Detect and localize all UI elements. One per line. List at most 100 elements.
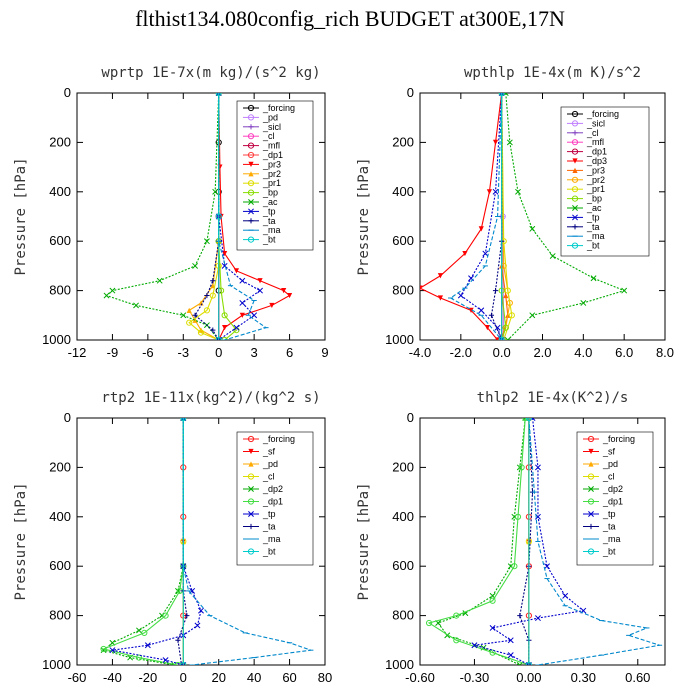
legend-marker [248, 523, 254, 530]
x-tick-label: -3 [178, 345, 190, 360]
x-tick-label: 2.0 [533, 345, 551, 360]
data-point [221, 262, 228, 269]
legend-label: _bp [586, 194, 602, 204]
y-tick-label: 200 [392, 134, 414, 149]
series-line [188, 93, 220, 340]
data-point [484, 325, 490, 331]
data-point [103, 292, 110, 299]
data-point [457, 292, 464, 299]
legend-marker [247, 189, 255, 196]
y-tick-label: 800 [392, 283, 414, 298]
legend-entry: _ma [243, 534, 281, 544]
y-tick-label: 400 [392, 509, 414, 524]
legend-label: _forcing [586, 109, 619, 119]
data-point [492, 288, 499, 294]
legend-label: _tp [602, 509, 616, 519]
y-tick-label: 400 [49, 184, 71, 199]
data-point [251, 312, 258, 319]
x-tick-label: -2.0 [450, 345, 472, 360]
data-point [192, 262, 199, 269]
series-line [501, 93, 513, 340]
x-tick-label: 6 [286, 345, 293, 360]
data-point [516, 662, 523, 665]
legend-entry: _ma [243, 225, 281, 235]
data-point [549, 253, 556, 259]
legend-label: _tp [262, 206, 276, 216]
legend-entry: _forcing [567, 109, 619, 119]
data-point [180, 312, 187, 319]
data-point [180, 418, 187, 422]
legend-entry: _ta [243, 522, 276, 532]
legend-entry: _bt [583, 547, 616, 557]
data-point [502, 324, 509, 331]
legend-marker [587, 548, 595, 555]
x-tick-label: -20 [138, 670, 157, 685]
series-line [474, 418, 585, 665]
data-point [174, 661, 182, 665]
x-tick-label: 8.0 [656, 345, 674, 360]
data-point [180, 661, 187, 665]
legend-label: _ac [586, 203, 602, 213]
x-tick-label: -6 [142, 345, 154, 360]
series_ma [526, 418, 663, 665]
data-point [511, 563, 518, 570]
legend-entry: _bp [243, 188, 278, 198]
legend-label: _tp [586, 212, 600, 222]
legend-marker [587, 498, 595, 505]
x-tick-label: 80 [318, 670, 332, 685]
plot-frame [419, 417, 666, 666]
legend-label: _dp1 [262, 150, 283, 160]
legend-entry: _cl [243, 131, 275, 141]
data-point [468, 307, 474, 313]
legend-entry: _dp2 [583, 484, 623, 494]
legend-label: _pd [602, 459, 618, 469]
data-point [425, 619, 433, 627]
panel-title: wprtp 1E-7x(m kg)/(s^2 kg) [101, 65, 320, 81]
legend-entry: _ma [583, 534, 621, 544]
data-point [489, 597, 496, 604]
plot-area [425, 418, 663, 665]
series_tp [109, 418, 204, 665]
data-point [522, 418, 529, 422]
data-point [590, 275, 597, 282]
legend-marker [571, 186, 579, 193]
data-point [162, 612, 169, 619]
legend-entry: _tp [243, 206, 276, 216]
series_bt [525, 418, 532, 665]
data-point [500, 262, 507, 269]
legend-label: _bt [262, 235, 276, 245]
data-point [198, 607, 204, 614]
y-tick-label: 1000 [42, 332, 71, 347]
data-point [462, 250, 468, 257]
legend-label: _bt [262, 547, 276, 557]
x-tick-label: -60 [68, 670, 87, 685]
x-tick-label: -12 [68, 345, 87, 360]
legend-label: _ma [262, 534, 281, 544]
plot-area [420, 93, 628, 340]
legend: _forcing _sf _pd _cl _dp2 _dp1 _tp _ta _ma _bt [236, 431, 314, 566]
data-point [210, 327, 216, 333]
data-point [506, 139, 513, 146]
x-tick-label: 0 [215, 345, 222, 360]
legend-label: _dp1 [586, 147, 607, 157]
x-tick-label: 4.0 [574, 345, 592, 360]
legend-label: _pr2 [262, 169, 281, 179]
legend-label: _forcing [262, 434, 295, 444]
data-point [184, 613, 190, 619]
legend-entry: _pr2 [243, 169, 281, 179]
legend-label: _pr2 [586, 175, 605, 185]
legend-label: _pd [262, 112, 278, 122]
legend-entry: _forcing [583, 434, 635, 444]
data-point [504, 287, 511, 294]
legend-entry: _dp1 [583, 497, 623, 507]
x-tick-label: -40 [103, 670, 122, 685]
data-point [507, 637, 514, 644]
panel-1: wprtp 1E-7x(m kg)/(s^2 kg) Pressure [hPa]… [13, 65, 329, 360]
data-point [281, 288, 287, 294]
panel-title: rtp2 1E-11x(kg^2)/(kg^2 s) [101, 390, 320, 406]
data-point [420, 285, 423, 291]
legend-box [576, 431, 654, 566]
series_tp [471, 418, 587, 665]
data-point [215, 93, 222, 97]
series-line [194, 93, 220, 340]
